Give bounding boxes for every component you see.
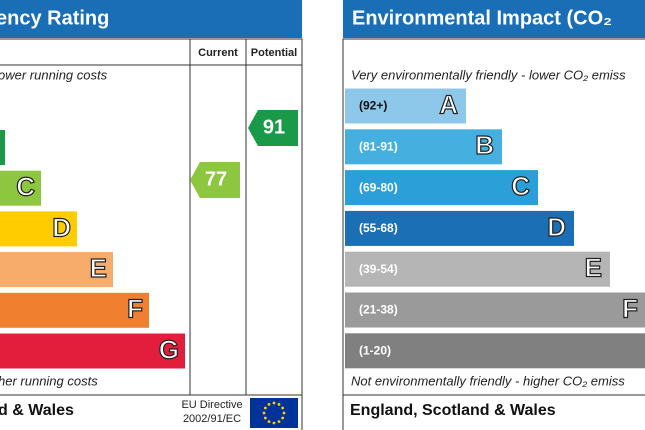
- band-range: (81-91): [359, 139, 398, 153]
- band-range: (1-20): [359, 343, 391, 357]
- frame: [342, 38, 645, 430]
- title-bar: [0, 0, 302, 38]
- potential-value: 91: [263, 116, 285, 138]
- star: [263, 416, 267, 420]
- header: Current: [198, 47, 238, 59]
- band-range: (69-80): [359, 180, 398, 194]
- band-letter: C: [16, 172, 35, 202]
- current-arrow: [190, 162, 240, 198]
- star: [282, 411, 286, 415]
- band: [0, 170, 41, 206]
- band-letter: E: [90, 253, 107, 283]
- band: [0, 292, 149, 328]
- band: [345, 251, 610, 287]
- title-bar: [343, 0, 645, 38]
- title: ency Rating: [0, 7, 109, 29]
- directive: EU Directive: [181, 399, 242, 411]
- band-letter: C: [511, 171, 530, 201]
- band: [345, 170, 538, 206]
- note: Not environmentally friendly - higher CO…: [351, 373, 625, 388]
- current-value: 77: [205, 168, 227, 190]
- band-letter: E: [585, 253, 602, 283]
- star: [267, 420, 271, 424]
- band: [0, 333, 185, 369]
- directive: 2002/91/EC: [183, 413, 241, 425]
- band-range: (21-38): [359, 303, 398, 317]
- note: ower running costs: [0, 67, 108, 82]
- header: Potential: [251, 47, 297, 59]
- eu-flag: [250, 398, 298, 428]
- star: [272, 421, 276, 425]
- frame: [0, 38, 303, 430]
- band-range: (39-54): [359, 262, 398, 276]
- band: [345, 292, 645, 328]
- band: [345, 88, 466, 124]
- band: [345, 333, 645, 369]
- band: [0, 252, 113, 288]
- note: Very environmentally friendly - lower CO…: [351, 67, 626, 82]
- region: England, Scotland & Wales: [350, 402, 556, 419]
- star: [277, 420, 281, 424]
- note: her running costs: [0, 373, 98, 388]
- band-range: (55-68): [359, 221, 398, 235]
- star: [281, 416, 285, 420]
- title: Environmental Impact (CO₂: [352, 7, 612, 29]
- star: [267, 402, 271, 406]
- band: [0, 211, 77, 247]
- band-letter: G: [159, 334, 179, 364]
- band: [0, 130, 5, 165]
- band: [345, 129, 502, 165]
- band-letter: D: [547, 212, 566, 242]
- band-range: (92+): [359, 99, 387, 113]
- band: [345, 210, 574, 246]
- star: [277, 402, 281, 406]
- star: [263, 406, 267, 410]
- band-letter: F: [622, 293, 638, 323]
- potential-arrow: [248, 110, 298, 146]
- band-letter: B: [475, 130, 494, 160]
- region: d & Wales: [0, 402, 74, 419]
- star: [262, 411, 266, 415]
- band-letter: A: [439, 89, 458, 119]
- star: [281, 406, 285, 410]
- band-letter: F: [127, 294, 143, 324]
- star: [272, 401, 276, 405]
- band-letter: D: [52, 212, 71, 242]
